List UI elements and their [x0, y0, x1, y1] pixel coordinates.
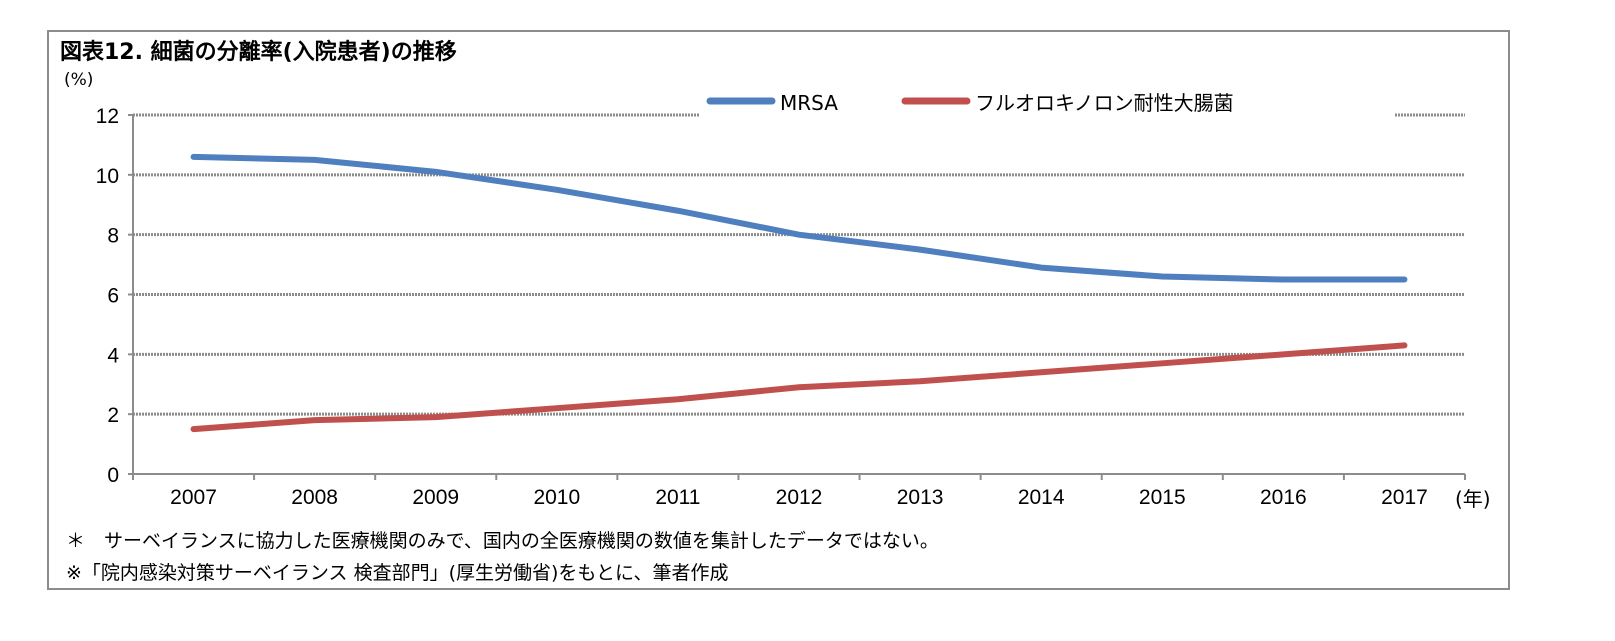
y-tick-label: 4: [107, 344, 119, 367]
y-tick-label: 0: [107, 464, 119, 487]
y-tick-label: 2: [107, 404, 119, 427]
x-tick-label: 2017: [1381, 486, 1428, 509]
x-tick-label: 2015: [1139, 486, 1186, 509]
x-tick-label: 2010: [533, 486, 580, 509]
x-tick-label: 2011: [655, 486, 700, 509]
footnote-2: ※「院内感染対策サーベイランス 検査部門」(厚生労働省)をもとに、筆者作成: [66, 562, 729, 584]
x-tick-label: 2013: [897, 486, 944, 509]
chart-frame: [47, 30, 1510, 590]
x-tick-label: 2012: [776, 486, 823, 509]
footnote-1: ＊ サーベイランスに協力した医療機関のみで、国内の全医療機関の数値を集計したデー…: [66, 530, 939, 552]
y-tick-label: 6: [107, 285, 119, 308]
x-tick-label: 2016: [1260, 486, 1307, 509]
y-tick-label: 12: [96, 105, 119, 128]
chart-title: 図表12. 細菌の分離率(入院患者)の推移: [60, 40, 457, 65]
x-axis-unit: (年): [1455, 487, 1491, 511]
y-tick-label: 8: [107, 225, 119, 248]
y-tick-label: 10: [96, 165, 119, 188]
x-tick-label: 2014: [1018, 486, 1065, 509]
x-tick-label: 2008: [291, 486, 338, 509]
y-axis-unit: (%): [64, 70, 94, 90]
x-tick-label: 2007: [170, 486, 217, 509]
legend-label: フルオロキノロン耐性大腸菌: [975, 91, 1234, 115]
legend-label: MRSA: [780, 91, 838, 115]
x-tick-label: 2009: [412, 486, 459, 509]
